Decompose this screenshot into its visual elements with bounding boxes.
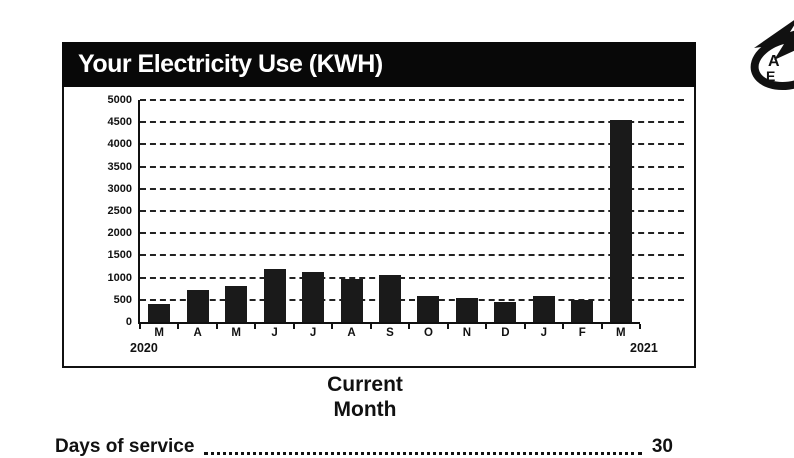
y-tick-label: 2500	[107, 205, 132, 217]
gridline	[140, 276, 684, 279]
y-tick-label: 4000	[107, 138, 132, 151]
gridline	[140, 232, 684, 235]
x-tick-label: O	[423, 327, 433, 339]
x-axis-caption: Current Month	[265, 372, 465, 422]
x-tick-label: S	[386, 327, 394, 339]
year-label-left: 2020	[130, 341, 158, 355]
svg-text:A: A	[768, 53, 780, 70]
y-tick-label: 1000	[107, 271, 132, 284]
gridline	[140, 298, 684, 301]
x-tick-label: D	[501, 327, 510, 339]
x-tick-label: M	[231, 327, 241, 339]
x-axis	[138, 322, 640, 324]
x-axis-tick	[139, 324, 141, 329]
x-tick-label: J	[271, 327, 278, 339]
x-tick-label: M	[154, 327, 165, 339]
y-tick-label: 5000	[107, 94, 132, 106]
x-axis-caption-line1: Current	[327, 373, 403, 396]
x-axis-tick	[408, 324, 411, 329]
bar	[263, 269, 286, 322]
x-tick-label: A	[193, 327, 202, 339]
x-axis-tick	[562, 324, 565, 329]
y-tick-label: 3000	[107, 182, 132, 195]
x-tick-label: J	[309, 327, 317, 339]
bar	[417, 296, 440, 322]
chart-title-banner: Your Electricity Use (KWH)	[62, 42, 696, 87]
x-tick-label: F	[578, 327, 586, 339]
y-tick-label: 1500	[107, 249, 132, 262]
y-tick-label: 0	[125, 316, 132, 328]
gridline	[140, 254, 684, 257]
days-of-service-label: Days of service	[55, 436, 195, 457]
bar	[379, 275, 401, 322]
year-label-right: 2021	[630, 341, 658, 355]
days-of-service-row: Days of service 30	[55, 436, 673, 458]
x-axis-tick	[523, 324, 526, 329]
x-axis-tick	[292, 324, 295, 329]
x-axis-tick	[600, 324, 603, 329]
bar	[340, 279, 363, 322]
x-axis-tick	[485, 324, 488, 329]
bar	[302, 272, 325, 322]
y-tick-label: 500	[113, 293, 132, 306]
gridline	[140, 143, 684, 146]
gridline	[140, 187, 684, 190]
x-tick-label: M	[615, 327, 626, 339]
bar	[609, 120, 632, 322]
bar	[225, 286, 248, 322]
electricity-use-chart-card: Your Electricity Use (KWH) 5000 4500 4000 3…	[62, 42, 696, 368]
days-of-service-value: 30	[651, 436, 673, 457]
y-tick-label: 2000	[107, 227, 132, 240]
bar	[186, 290, 209, 322]
x-axis-tick	[177, 324, 180, 329]
lightning-bolt-ellipse-icon: A E	[750, 20, 794, 90]
bar	[455, 298, 478, 322]
x-axis-caption-line2: Month	[333, 398, 397, 422]
gridline	[140, 210, 684, 212]
utility-logo: A E	[740, 6, 794, 106]
bar	[494, 302, 517, 322]
gridline	[140, 99, 684, 101]
svg-text:E: E	[766, 68, 775, 84]
x-axis-tick	[254, 324, 257, 329]
x-tick-label: J	[540, 327, 548, 339]
bar	[571, 300, 594, 322]
bill-page: { "chart_data": { "type": "bar", "title"…	[55, 6, 794, 457]
y-axis	[138, 100, 140, 322]
gridline	[140, 165, 684, 168]
gridline	[140, 121, 684, 124]
dotted-leader	[204, 452, 642, 455]
x-axis-tick	[369, 324, 372, 329]
x-axis-tick	[215, 324, 218, 329]
bar-chart-plot-area: 5000 4500 4000 3500 3000 2500 2000 1500 1000 500 0…	[64, 44, 694, 339]
chart-title: Your Electricity Use (KWH)	[78, 50, 383, 78]
x-tick-label: A	[347, 327, 356, 339]
bar	[532, 296, 555, 322]
y-tick-label: 4500	[107, 116, 132, 129]
x-axis-tick	[639, 324, 641, 329]
bar	[148, 304, 171, 322]
x-axis-tick	[446, 324, 449, 329]
x-axis-tick	[331, 324, 334, 329]
y-tick-label: 3500	[107, 160, 132, 173]
x-tick-label: N	[462, 327, 472, 339]
